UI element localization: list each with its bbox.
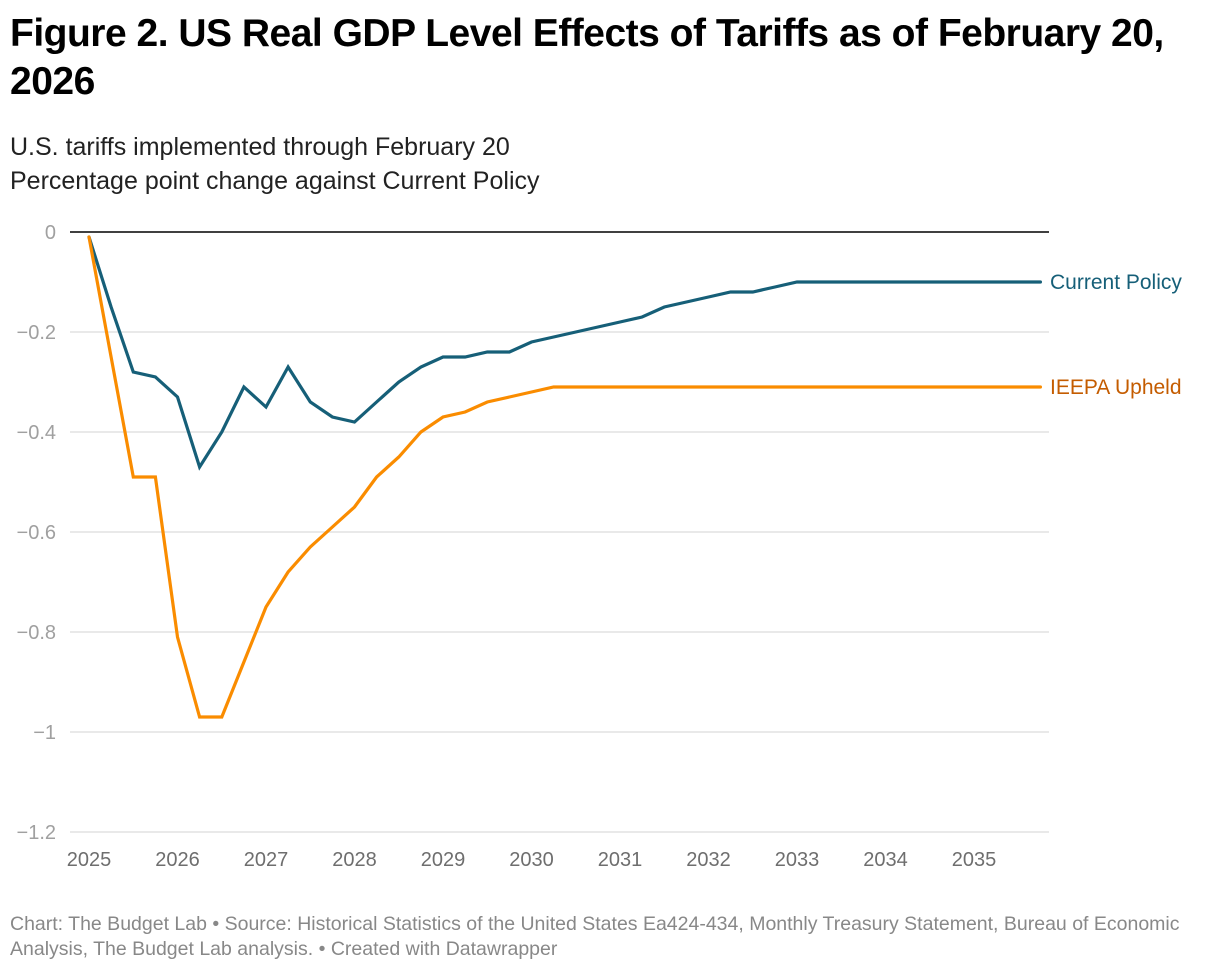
subtitle-line-2: Percentage point change against Current … xyxy=(10,167,540,195)
x-tick-label: 2028 xyxy=(332,849,377,871)
subtitle-line-1: U.S. tariffs implemented through Februar… xyxy=(10,133,510,161)
line-chart: 0 −0.2 −0.4 −0.6 −0.8 −1 −1.2 2025 2026 2027 2028… xyxy=(17,222,1183,871)
x-tick-label: 2035 xyxy=(952,849,997,871)
chart-footer: Chart: The Budget Lab • Source: Historic… xyxy=(10,913,1180,960)
x-tick-label: 2034 xyxy=(863,849,908,871)
x-tick-label: 2029 xyxy=(421,849,466,871)
y-tick-label: −1.2 xyxy=(17,822,56,844)
x-axis-ticks: 2025 2026 2027 2028 2029 2030 2031 2032 2033 2034… xyxy=(67,849,997,871)
series-line-current-policy xyxy=(87,235,1043,471)
chart-title: Figure 2. US Real GDP Level Effects of T… xyxy=(10,12,1164,103)
y-tick-label: −0.6 xyxy=(17,522,56,544)
x-tick-label: 2026 xyxy=(155,849,200,871)
series-lines xyxy=(87,235,1043,719)
gridlines xyxy=(70,231,1049,833)
series-labels: Current Policy IEEPA Upheld xyxy=(1050,271,1182,399)
chart-subtitle: U.S. tariffs implemented through Februar… xyxy=(10,130,540,198)
y-tick-label: 0 xyxy=(45,222,56,244)
y-tick-label: −0.4 xyxy=(17,422,56,444)
series-label-current-policy: Current Policy xyxy=(1050,271,1182,294)
x-tick-label: 2025 xyxy=(67,849,112,871)
series-line-ieepa-upheld xyxy=(87,235,1043,719)
y-tick-label: −0.2 xyxy=(17,322,56,344)
y-axis-ticks: 0 −0.2 −0.4 −0.6 −0.8 −1 −1.2 xyxy=(17,222,56,844)
x-tick-label: 2027 xyxy=(244,849,289,871)
series-label-ieepa-upheld: IEEPA Upheld xyxy=(1050,376,1182,399)
x-tick-label: 2033 xyxy=(775,849,820,871)
x-tick-label: 2031 xyxy=(598,849,643,871)
x-tick-label: 2032 xyxy=(686,849,731,871)
y-tick-label: −1 xyxy=(33,722,56,744)
y-tick-label: −0.8 xyxy=(17,622,56,644)
x-tick-label: 2030 xyxy=(509,849,554,871)
